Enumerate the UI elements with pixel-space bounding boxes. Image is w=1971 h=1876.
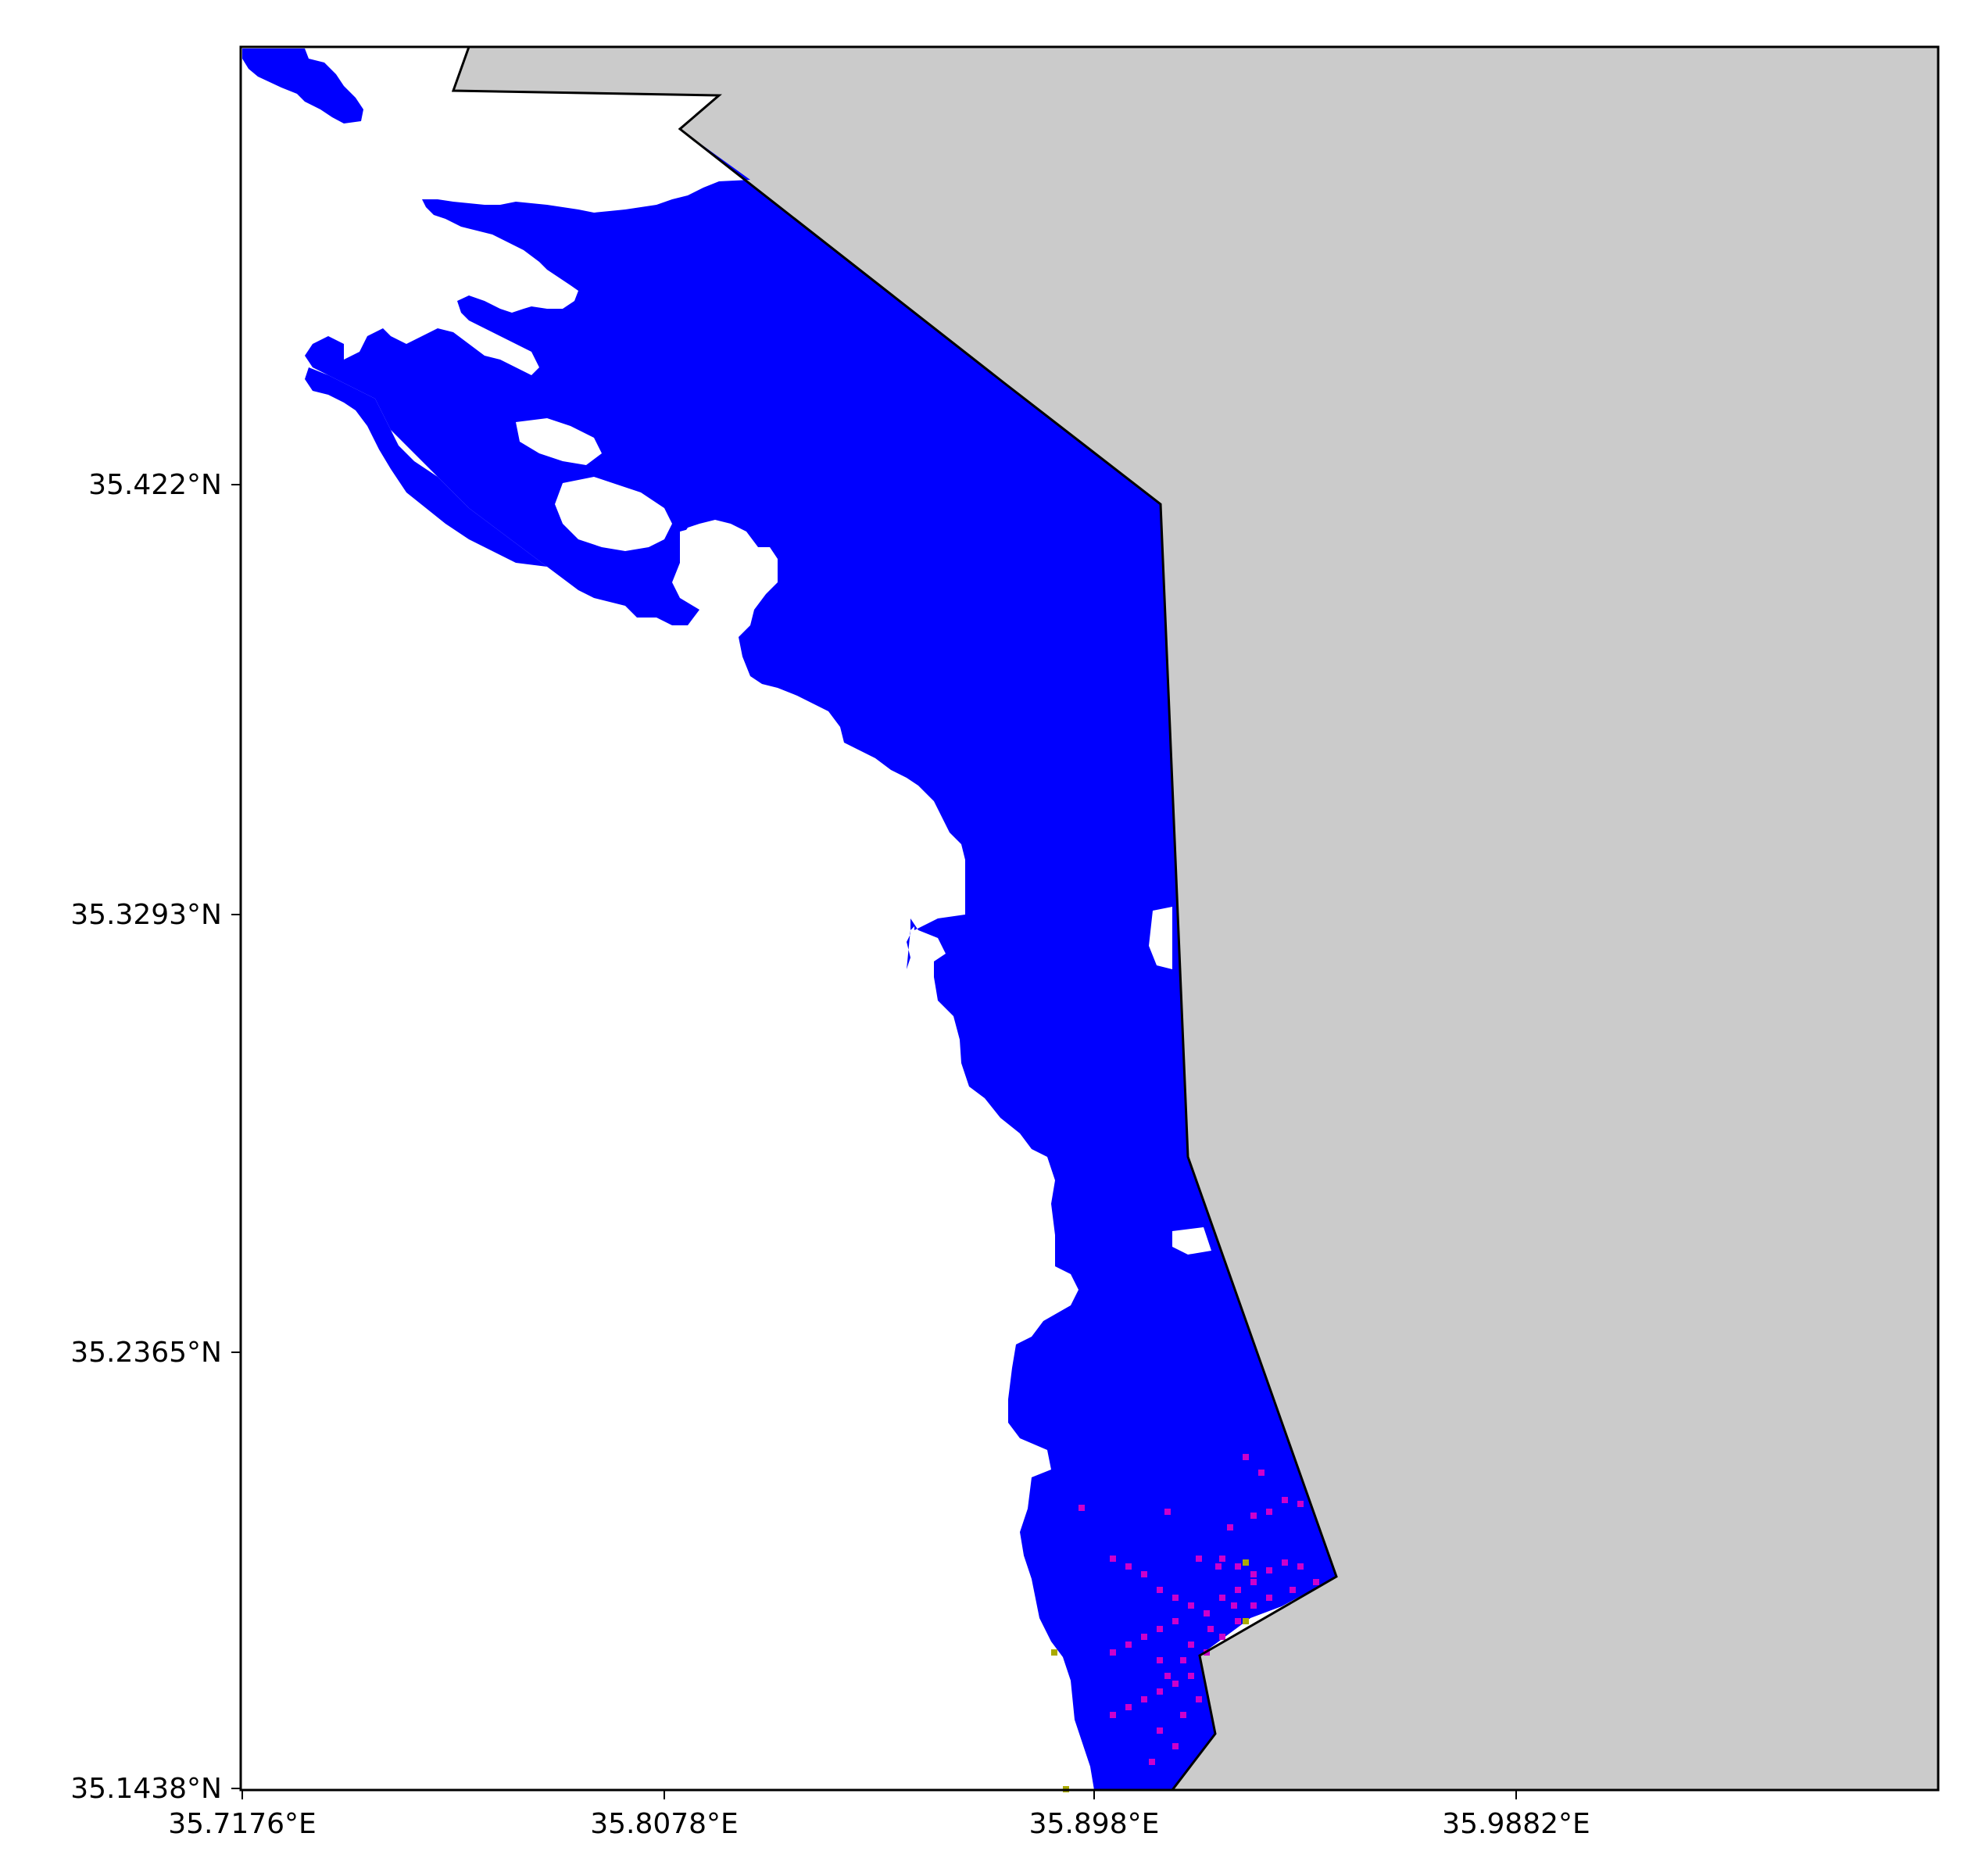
x-tick-label: 35.8078°E: [590, 1808, 739, 1840]
hotspot-pixel: [1157, 1688, 1163, 1695]
white-hole-4: [1149, 907, 1172, 969]
hotspot-pixel: [1250, 1513, 1257, 1519]
minor-marker: [1243, 1559, 1249, 1566]
hotspot-pixel: [1188, 1642, 1194, 1648]
hotspot-pixel: [1219, 1634, 1225, 1640]
minor-marker: [1243, 1618, 1249, 1624]
hotspot-pixel: [1215, 1563, 1222, 1570]
hotspot-pixel: [1141, 1696, 1147, 1702]
hotspot-pixel: [1172, 1743, 1179, 1749]
hotspot-pixel: [1250, 1571, 1257, 1577]
hotspot-pixel: [1172, 1618, 1179, 1624]
hotspot-pixel: [1180, 1657, 1186, 1663]
y-tick-label: 35.1438°N: [70, 1773, 222, 1805]
water-bits-top: [242, 48, 363, 124]
hotspot-cluster: [1079, 1454, 1319, 1765]
plot-frame: [239, 45, 1940, 1792]
hotspot-pixel: [1250, 1602, 1257, 1609]
hotspot-pixel: [1297, 1501, 1304, 1507]
hotspot-pixel: [1290, 1587, 1296, 1593]
hotspot-pixel: [1282, 1497, 1288, 1503]
white-hole-1: [555, 477, 672, 551]
hotspot-pixel: [1110, 1712, 1116, 1718]
hotspot-pixel: [1149, 1759, 1155, 1765]
hotspot-pixel: [1219, 1556, 1225, 1562]
y-tick-label: 35.3293°N: [70, 899, 222, 931]
hotspot-pixel: [1266, 1509, 1272, 1515]
hotspot-pixel: [1079, 1505, 1085, 1511]
hotspot-pixel: [1180, 1712, 1186, 1718]
hotspot-pixel: [1157, 1587, 1163, 1593]
hotspot-pixel: [1125, 1563, 1132, 1570]
x-tick-label: 35.7176°E: [168, 1808, 317, 1840]
white-hole-5: [1172, 1227, 1211, 1255]
hotspot-pixel: [1164, 1509, 1171, 1515]
hotspot-pixel: [1282, 1559, 1288, 1566]
hotspot-pixel: [1110, 1649, 1116, 1656]
hotspot-pixel: [1196, 1696, 1202, 1702]
hotspot-pixel: [1172, 1595, 1179, 1601]
land-area: [453, 47, 1938, 1790]
hotspot-pixel: [1250, 1579, 1257, 1585]
hotspot-pixel: [1188, 1673, 1194, 1679]
x-tick-label: 35.9882°E: [1442, 1808, 1590, 1840]
hotspot-pixel: [1313, 1579, 1319, 1585]
hotspot-pixel: [1125, 1704, 1132, 1710]
hotspot-pixel: [1297, 1563, 1304, 1570]
hotspot-pixel: [1141, 1571, 1147, 1577]
y-tick-label: 35.422°N: [88, 469, 222, 501]
minor-marker: [1051, 1649, 1057, 1656]
hotspot-pixel: [1235, 1587, 1241, 1593]
white-hole-3: [680, 525, 762, 606]
hotspot-pixel: [1227, 1524, 1233, 1531]
hotspot-pixel: [1157, 1626, 1163, 1632]
hotspot-pixel: [1157, 1727, 1163, 1734]
hotspot-pixel: [1172, 1681, 1179, 1687]
hotspot-pixel: [1204, 1610, 1210, 1616]
hotspot-pixel: [1141, 1634, 1147, 1640]
water-main: [305, 129, 1336, 1790]
x-tick-label: 35.898°E: [1029, 1808, 1160, 1840]
hotspot-pixel: [1207, 1626, 1214, 1632]
y-tick-label: 35.2365°N: [70, 1337, 222, 1369]
hotspot-pixel: [1231, 1602, 1237, 1609]
hotspot-pixel: [1110, 1556, 1116, 1562]
white-hole-2: [516, 418, 602, 465]
hotspot-pixel: [1188, 1602, 1194, 1609]
hotspot-pixel: [1157, 1657, 1163, 1663]
hotspot-pixel: [1125, 1642, 1132, 1648]
hotspot-pixel: [1164, 1673, 1171, 1679]
hotspot-pixel: [1266, 1567, 1272, 1573]
hotspot-pixel: [1235, 1563, 1241, 1570]
hotspot-pixel: [1219, 1595, 1225, 1601]
water-lobe-west: [305, 367, 547, 567]
hotspot-pixel: [1243, 1454, 1249, 1460]
hotspot-pixel: [1196, 1556, 1202, 1562]
y-axis: 35.422°N 35.3293°N 35.2365°N 35.1438°N: [70, 469, 241, 1805]
hotspot-pixel: [1235, 1618, 1241, 1624]
hotspot-pixel: [1266, 1595, 1272, 1601]
x-axis: 35.7176°E 35.8078°E 35.898°E 35.9882°E: [168, 1790, 1590, 1840]
hotspot-pixel: [1258, 1470, 1265, 1476]
region-border: [451, 46, 1338, 1791]
